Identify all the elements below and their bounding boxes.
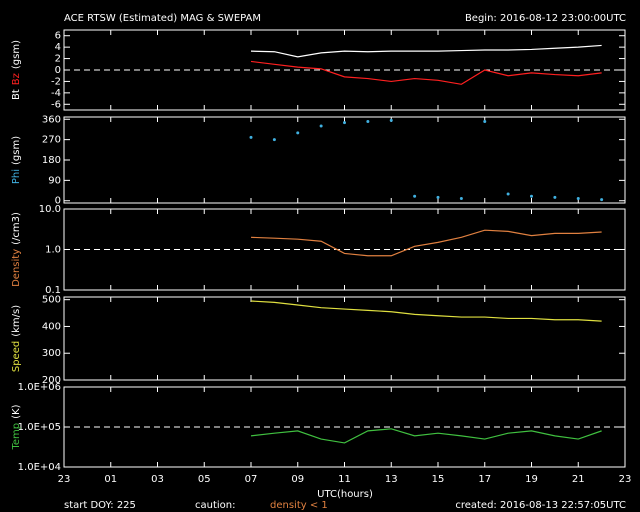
data-point bbox=[366, 120, 370, 124]
y-axis-label-part: Speed bbox=[11, 341, 22, 372]
data-point bbox=[343, 121, 346, 125]
y-tick-label: 180 bbox=[42, 155, 61, 166]
y-tick-label: 2 bbox=[55, 54, 61, 65]
title: ACE RTSW (Estimated) MAG & SWEPAM bbox=[64, 13, 261, 24]
x-tick-label: 17 bbox=[478, 474, 491, 485]
y-axis-label-part: (K) bbox=[11, 404, 22, 418]
data-line bbox=[250, 60, 602, 85]
y-axis-label-part: Bz bbox=[11, 73, 22, 85]
y-axis-label-part: Density bbox=[11, 249, 22, 287]
x-tick-label: 15 bbox=[432, 474, 445, 485]
y-axis-label-part: (/cm3) bbox=[11, 212, 22, 245]
caution-note: density < 1 bbox=[270, 500, 328, 511]
y-tick-label: 0.1 bbox=[45, 285, 61, 296]
x-tick-label: 09 bbox=[291, 474, 304, 485]
y-tick-label: 0 bbox=[55, 65, 61, 76]
y-tick-label: 1.0E+05 bbox=[18, 422, 61, 433]
data-point bbox=[483, 120, 487, 124]
data-point bbox=[459, 196, 463, 200]
data-line bbox=[250, 44, 602, 58]
y-tick-label: -2 bbox=[51, 76, 61, 87]
y-tick-label: 10.0 bbox=[39, 204, 61, 215]
x-tick-label: 11 bbox=[338, 474, 351, 485]
data-line bbox=[250, 300, 602, 322]
y-axis-label: Density (/cm3) bbox=[11, 212, 22, 287]
x-tick-label: 13 bbox=[385, 474, 398, 485]
x-tick-label: 03 bbox=[151, 474, 164, 485]
y-tick-label: 1.0 bbox=[45, 245, 61, 256]
y-axis-label-part: (km/s) bbox=[11, 305, 22, 337]
y-axis-label-part: Phi bbox=[11, 169, 22, 184]
x-tick-label: 23 bbox=[58, 474, 71, 485]
y-tick-label: 0 bbox=[55, 196, 61, 207]
y-tick-label: 300 bbox=[42, 348, 61, 359]
begin-time: Begin: 2016-08-12 23:00:00UTC bbox=[465, 13, 626, 24]
y-axis-label: Speed (km/s) bbox=[11, 305, 22, 372]
y-axis-label: Temp (K) bbox=[11, 404, 22, 450]
y-tick-label: 500 bbox=[42, 295, 61, 306]
y-tick-label: 1.0E+04 bbox=[18, 462, 61, 473]
y-tick-label: -6 bbox=[51, 99, 61, 110]
data-line bbox=[250, 428, 602, 444]
y-tick-label: 360 bbox=[42, 114, 61, 125]
y-tick-label: 400 bbox=[42, 321, 61, 332]
y-tick-label: 6 bbox=[55, 31, 61, 42]
data-line bbox=[250, 229, 602, 257]
y-axis-label: Bt Bz (gsm) bbox=[11, 40, 22, 100]
x-tick-label: 21 bbox=[572, 474, 585, 485]
caution: caution: bbox=[195, 500, 236, 511]
y-tick-label: -4 bbox=[51, 88, 61, 99]
created-time: created: 2016-08-13 22:57:05UTC bbox=[455, 500, 626, 511]
data-point bbox=[506, 192, 510, 196]
data-point bbox=[296, 131, 300, 135]
y-axis-label-part: (gsm) bbox=[11, 40, 22, 69]
panel-frame bbox=[63, 116, 626, 204]
data-point bbox=[553, 195, 557, 199]
y-tick-label: 4 bbox=[55, 42, 61, 53]
x-tick-label: 07 bbox=[245, 474, 258, 485]
y-axis-label-part: Temp bbox=[11, 423, 22, 451]
y-axis-label-part: (gsm) bbox=[11, 136, 22, 165]
y-tick-label: 200 bbox=[42, 375, 61, 386]
data-point bbox=[530, 194, 533, 198]
y-tick-label: 90 bbox=[48, 175, 61, 186]
x-axis-label: UTC(hours) bbox=[317, 489, 373, 500]
x-tick-label: 05 bbox=[198, 474, 211, 485]
data-point bbox=[319, 124, 323, 128]
y-axis-label: Phi (gsm) bbox=[11, 136, 22, 184]
data-point bbox=[249, 135, 253, 139]
x-tick-label: 23 bbox=[619, 474, 632, 485]
y-axis-label-part: Bt bbox=[11, 89, 22, 100]
data-point bbox=[413, 194, 417, 198]
y-tick-label: 270 bbox=[42, 135, 61, 146]
data-point bbox=[436, 195, 440, 199]
start-doy: start DOY: 225 bbox=[64, 500, 136, 511]
data-point bbox=[576, 196, 580, 200]
data-point bbox=[600, 198, 604, 202]
x-tick-label: 01 bbox=[104, 474, 117, 485]
data-point bbox=[272, 138, 276, 142]
x-tick-label: 19 bbox=[525, 474, 538, 485]
data-point bbox=[389, 118, 393, 122]
y-tick-label: 1.0E+06 bbox=[18, 382, 61, 393]
